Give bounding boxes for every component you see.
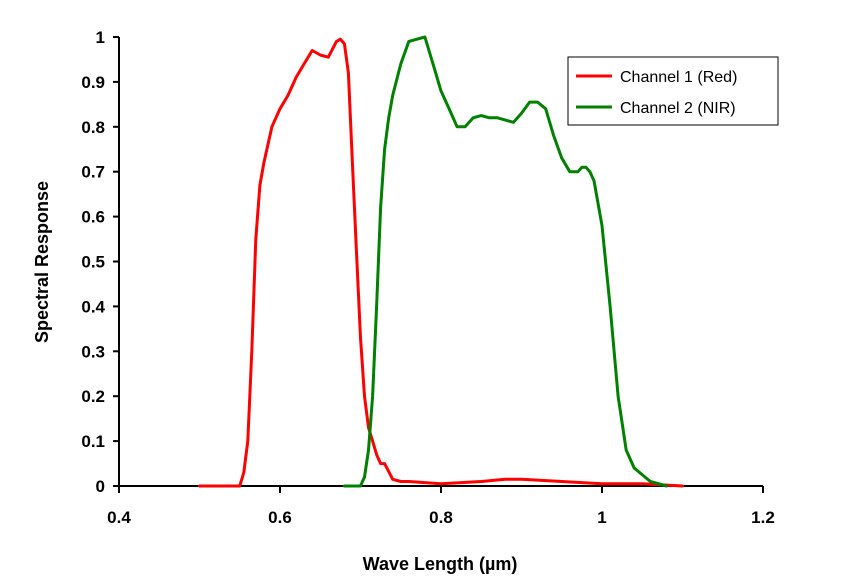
tick-labels: 0 0.1 0.2 0.3 0.4 0.5 0.6 0.7 0.8 0.9 1 0.4 0.6 0.8 1 1… <box>81 28 774 527</box>
series-line-channel-2-nir <box>342 35 668 488</box>
y-tick-label: 0.1 <box>81 432 105 451</box>
legend-label-red: Channel 1 (Red) <box>620 69 737 86</box>
x-tick-label: 0.8 <box>429 508 453 527</box>
y-tick-label: 0.2 <box>81 387 105 406</box>
x-tick-label: 1.2 <box>751 508 775 527</box>
y-tick-label: 0.7 <box>81 163 105 182</box>
legend-label-nir: Channel 2 (NIR) <box>620 100 736 117</box>
x-tick-label: 1 <box>597 508 606 527</box>
series-layer <box>198 35 684 488</box>
y-tick-label: 0.4 <box>81 297 105 316</box>
x-tick-label: 0.4 <box>107 508 131 527</box>
y-tick-label: 0 <box>96 477 105 496</box>
y-axis-title: Spectral Response <box>32 181 52 343</box>
legend-box <box>567 56 779 126</box>
series-line-channel-1-red <box>198 37 684 488</box>
x-tick-label: 0.6 <box>268 508 292 527</box>
y-tick-label: 0.9 <box>81 73 105 92</box>
y-tick-label: 1 <box>96 28 105 47</box>
x-axis-title: Wave Length (µm) <box>363 554 518 574</box>
y-tick-label: 0.6 <box>81 208 105 227</box>
tick-marks <box>113 36 764 493</box>
legend: Channel 1 (Red) Channel 2 (NIR) <box>567 56 779 126</box>
y-tick-label: 0.5 <box>81 253 105 272</box>
y-tick-label: 0.3 <box>81 342 105 361</box>
y-tick-label: 0.8 <box>81 118 105 137</box>
